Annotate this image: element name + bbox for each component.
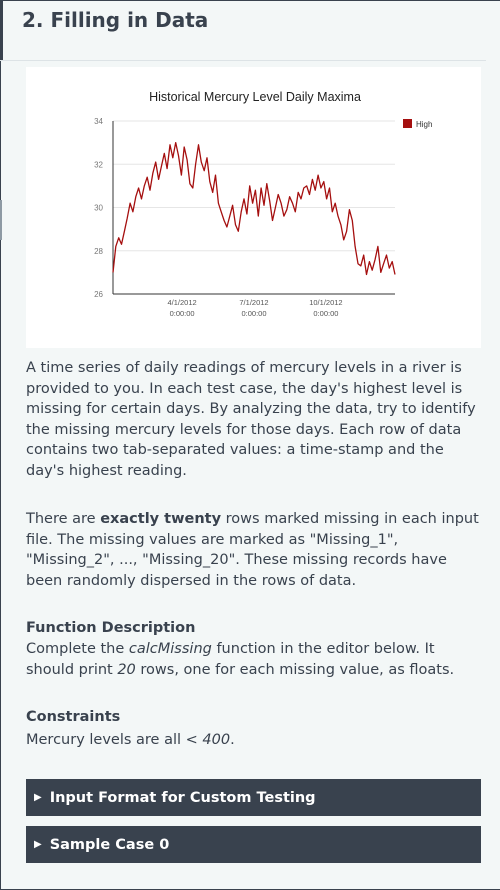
y-tick-label: 32 — [94, 160, 103, 169]
p2-post: rows marked missing in each input file. … — [26, 511, 479, 589]
constraints-paragraph: Mercury levels are all < 400. — [26, 730, 481, 751]
series-line-high — [112, 141, 396, 276]
intro-paragraph: A time series of daily readings of mercu… — [26, 360, 476, 479]
function-description-paragraph: Complete the calcMissing function in the… — [26, 639, 481, 680]
section-header: 2. Filling in Data — [0, 0, 486, 61]
x-tick-label: 4/1/2012 — [167, 298, 196, 307]
x-tick-label: 7/1/2012 — [239, 298, 268, 307]
accordion-label: Sample Case 0 — [49, 836, 170, 853]
p3-mid: function in the editor below. It should … — [26, 641, 435, 678]
sample-case-accordion[interactable]: ▶ Sample Case 0 — [26, 826, 481, 863]
triangle-right-icon: ▶ — [34, 792, 42, 803]
triangle-right-icon: ▶ — [34, 839, 42, 850]
constraints-heading: Constraints — [26, 709, 121, 725]
accordion-label: Input Format for Custom Testing — [49, 789, 316, 806]
mercury-chart: Historical Mercury Level Daily Maxima 26 2… — [26, 67, 481, 348]
y-tick-label: 26 — [94, 290, 103, 299]
p3-post: rows, one for each missing value, as flo… — [135, 661, 455, 678]
row-count: 20 — [117, 661, 136, 678]
legend-label: High — [416, 120, 432, 129]
p4-pre: Mercury levels are all — [26, 732, 186, 748]
function-name: calcMissing — [128, 641, 212, 657]
x-tick-label: 10/1/2012 — [309, 298, 342, 307]
left-accent-bar — [0, 0, 3, 60]
y-tick-label: 34 — [94, 117, 103, 126]
constraint-value: < 400 — [185, 732, 231, 748]
legend-swatch — [403, 119, 412, 128]
x-tick-label: 0:00:00 — [241, 309, 266, 318]
left-scroll-marker — [0, 200, 2, 240]
p3-pre: Complete the — [26, 641, 129, 657]
y-tick-label: 30 — [94, 204, 103, 213]
chart-svg: Historical Mercury Level Daily Maxima 26 2… — [94, 90, 432, 318]
p4-post: . — [230, 732, 235, 748]
section-title: 2. Filling in Data — [22, 8, 209, 32]
x-tick-label: 0:00:00 — [313, 309, 338, 318]
input-format-accordion[interactable]: ▶ Input Format for Custom Testing — [26, 779, 481, 816]
p2-pre: There are — [26, 511, 101, 527]
function-description-heading: Function Description — [26, 620, 196, 636]
p2-bold: exactly twenty — [100, 511, 222, 527]
x-tick-label: 0:00:00 — [170, 309, 195, 318]
chart-title: Historical Mercury Level Daily Maxima — [149, 90, 361, 104]
missing-rows-paragraph: There are exactly twenty rows marked mis… — [26, 509, 481, 591]
y-tick-label: 28 — [94, 247, 103, 256]
